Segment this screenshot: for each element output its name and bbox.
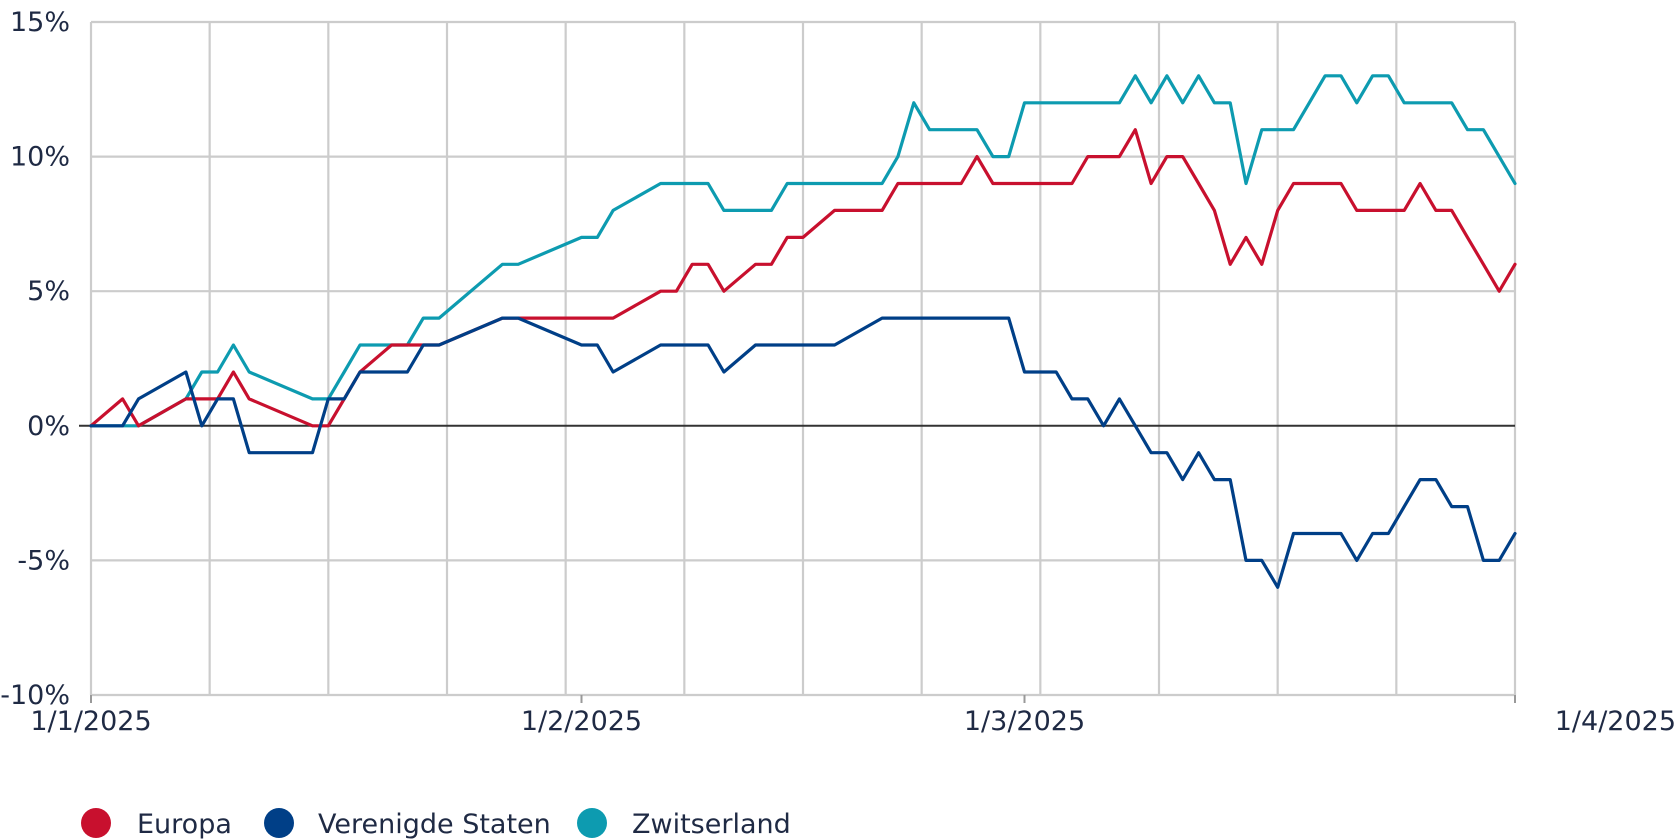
- legend-swatch: [577, 808, 607, 838]
- legend-item: Europa: [81, 808, 232, 840]
- legend-label: Zwitserland: [632, 809, 791, 840]
- series-line-europa: [89, 128, 1517, 428]
- legend-item: Verenigde Staten: [264, 808, 551, 840]
- y-tick-label: -10%: [0, 680, 70, 711]
- y-tick-label: 15%: [10, 7, 70, 38]
- x-tick-label: 1/3/2025: [964, 706, 1085, 737]
- legend: Europa Verenigde Staten Zwitserland: [81, 808, 791, 840]
- y-tick-label: 0%: [27, 411, 70, 442]
- x-tick-label: 1/4/2025: [1555, 706, 1676, 737]
- x-tick-label: 1/2/2025: [521, 706, 642, 737]
- y-axis: 15% 10% 5% 0% -5% -10%: [0, 7, 70, 711]
- x-tick-label: 1/1/2025: [30, 706, 151, 737]
- series-line-verenigde-staten: [89, 316, 1517, 589]
- legend-swatch: [81, 808, 111, 838]
- legend-item: Zwitserland: [577, 808, 791, 840]
- legend-label: Europa: [137, 809, 232, 840]
- y-tick-label: 5%: [27, 276, 70, 307]
- y-tick-label: 10%: [10, 142, 70, 173]
- legend-swatch: [264, 808, 294, 838]
- legend-label: Verenigde Staten: [318, 809, 551, 840]
- y-tick-label: -5%: [17, 545, 70, 576]
- x-axis: 1/1/2025 1/2/2025 1/3/2025 1/4/2025: [30, 695, 1676, 737]
- series-line-zwitserland: [89, 74, 1517, 428]
- series-lines: [89, 74, 1517, 589]
- grid: [89, 20, 1517, 697]
